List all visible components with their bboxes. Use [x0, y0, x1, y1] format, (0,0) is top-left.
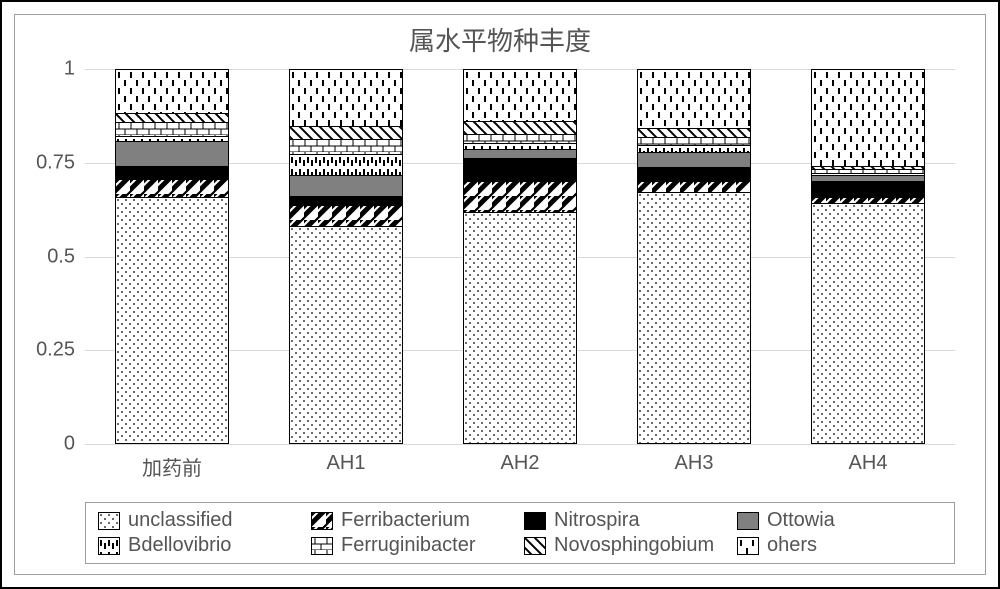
bar-segment-bdellovibrio	[637, 146, 752, 153]
bar-segment-novosphingobium	[637, 129, 752, 138]
legend-label: Novosphingobium	[554, 534, 714, 557]
bar-slot: AH4	[781, 69, 955, 444]
stacked-bar	[115, 69, 230, 444]
bar-segment-unclassified	[637, 193, 752, 444]
bar-segment-ferruginibacter	[289, 140, 404, 155]
bar-slot: AH2	[433, 69, 607, 444]
bar-slot: 加药前	[85, 69, 259, 444]
y-tick-label: 1	[64, 58, 85, 81]
bar-segment-unclassified	[463, 213, 578, 444]
bar-segment-ferruginibacter	[115, 123, 230, 136]
bar-segment-ottowia	[463, 150, 578, 159]
bar-slot: AH1	[259, 69, 433, 444]
legend-swatch-icon	[737, 537, 759, 555]
bar-segment-others	[115, 69, 230, 114]
bar-segment-ferruginibacter	[637, 138, 752, 145]
bar-segment-ottowia	[115, 142, 230, 166]
chart-title: 属水平物种丰度	[15, 21, 985, 58]
legend-item-bdellovibrio: Bdellovibrio	[98, 534, 303, 557]
legend-item-ferribacterium: Ferribacterium	[311, 509, 516, 532]
bar-slot: AH3	[607, 69, 781, 444]
bar-segment-nitrospira	[289, 197, 404, 206]
bar-segment-ottowia	[637, 153, 752, 168]
y-tick-label: 0.5	[47, 245, 85, 268]
bar-segment-ottowia	[289, 176, 404, 197]
category-label: AH4	[849, 444, 888, 475]
bar-segment-novosphingobium	[115, 114, 230, 123]
legend-label: Nitrospira	[554, 509, 640, 532]
category-label: 加药前	[142, 444, 202, 481]
legend-item-nitrospira: Nitrospira	[524, 509, 729, 532]
bar-segment-ferribacterium	[289, 206, 404, 227]
category-label: AH1	[327, 444, 366, 475]
legend-item-others: ohers	[737, 534, 942, 557]
bar-segment-novosphingobium	[463, 122, 578, 135]
legend-label: unclassified	[128, 509, 233, 532]
legend-item-ferruginibacter: Ferruginibacter	[311, 534, 516, 557]
bar-segment-nitrospira	[463, 159, 578, 182]
legend-label: ohers	[767, 534, 817, 557]
bar-segment-novosphingobium	[289, 127, 404, 140]
bar-segment-ferribacterium	[115, 180, 230, 199]
y-tick-label: 0.25	[36, 339, 85, 362]
legend-item-novosphingobium: Novosphingobium	[524, 534, 729, 557]
outer-frame: 属水平物种丰度 00.250.50.751 加药前AH1AH2AH3AH4 un…	[0, 0, 1000, 589]
stacked-bar	[289, 69, 404, 444]
legend-label: Bdellovibrio	[128, 534, 231, 557]
legend-label: Ferribacterium	[341, 509, 470, 532]
legend-item-ottowia: Ottowia	[737, 509, 942, 532]
bar-segment-others	[463, 69, 578, 122]
bar-segment-others	[637, 69, 752, 129]
legend-swatch-icon	[311, 512, 333, 530]
legend-label: Ottowia	[767, 509, 835, 532]
bar-segment-unclassified	[115, 198, 230, 444]
bar-segment-nitrospira	[115, 167, 230, 180]
bar-segment-ferruginibacter	[463, 135, 578, 144]
legend-item-unclassified: unclassified	[98, 509, 303, 532]
bar-segment-ferribacterium	[637, 182, 752, 193]
bar-segment-unclassified	[289, 227, 404, 445]
bar-segment-nitrospira	[811, 182, 926, 199]
bar-segment-unclassified	[811, 204, 926, 444]
legend-swatch-icon	[98, 537, 120, 555]
stacked-bar	[463, 69, 578, 444]
legend-swatch-icon	[311, 537, 333, 555]
bar-segment-bdellovibrio	[289, 155, 404, 176]
y-tick-label: 0.75	[36, 151, 85, 174]
legend-swatch-icon	[524, 512, 546, 530]
bar-segment-ferribacterium	[463, 182, 578, 214]
legend-swatch-icon	[737, 512, 759, 530]
bar-segment-nitrospira	[637, 168, 752, 181]
legend-label: Ferruginibacter	[341, 534, 476, 557]
bar-segment-others	[289, 69, 404, 127]
y-tick-label: 0	[64, 433, 85, 456]
stacked-bar	[637, 69, 752, 444]
legend-swatch-icon	[524, 537, 546, 555]
stacked-bar	[811, 69, 926, 444]
plot-area: 00.250.50.751 加药前AH1AH2AH3AH4	[85, 69, 955, 444]
bar-segment-others	[811, 69, 926, 167]
category-label: AH3	[675, 444, 714, 475]
legend: unclassified Ferribacterium Nitrospira Otto…	[85, 502, 955, 564]
chart-frame: 属水平物种丰度 00.250.50.751 加药前AH1AH2AH3AH4 un…	[14, 14, 986, 575]
category-label: AH2	[501, 444, 540, 475]
legend-swatch-icon	[98, 512, 120, 530]
